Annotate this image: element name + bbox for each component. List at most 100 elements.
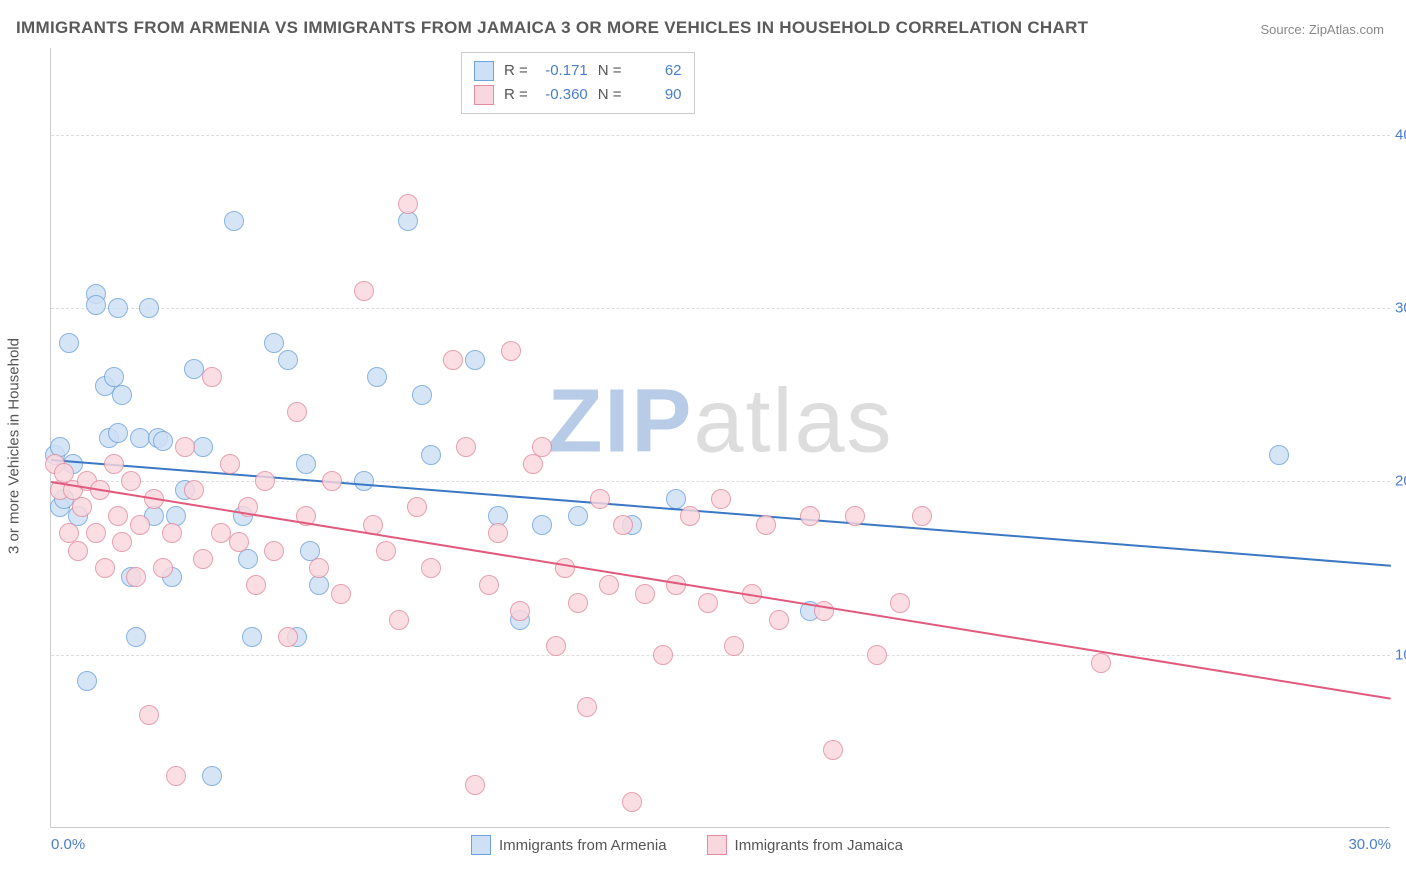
scatter-point [421, 558, 441, 578]
scatter-point [555, 558, 575, 578]
scatter-point [287, 402, 307, 422]
scatter-point [59, 333, 79, 353]
scatter-point [224, 211, 244, 231]
n-label: N = [598, 83, 622, 107]
gridline [51, 135, 1390, 136]
scatter-point [465, 350, 485, 370]
scatter-point [309, 575, 329, 595]
scatter-point [412, 385, 432, 405]
scatter-point [130, 515, 150, 535]
scatter-point [202, 766, 222, 786]
scatter-point [184, 480, 204, 500]
scatter-point [376, 541, 396, 561]
scatter-point [193, 549, 213, 569]
scatter-point [653, 645, 673, 665]
ytick-label: 30.0% [1395, 300, 1406, 317]
scatter-point [532, 515, 552, 535]
scatter-point [86, 523, 106, 543]
scatter-point [162, 523, 182, 543]
watermark-atlas: atlas [693, 371, 893, 471]
scatter-point [220, 454, 240, 474]
scatter-point [202, 367, 222, 387]
scatter-point [613, 515, 633, 535]
scatter-point [126, 627, 146, 647]
legend-label-jamaica: Immigrants from Jamaica [735, 837, 903, 854]
legend-item-jamaica: Immigrants from Jamaica [707, 835, 903, 855]
swatch-jamaica-icon [474, 85, 494, 105]
scatter-point [698, 593, 718, 613]
scatter-point [139, 705, 159, 725]
scatter-point [95, 558, 115, 578]
scatter-point [264, 333, 284, 353]
scatter-point [568, 506, 588, 526]
scatter-point [622, 792, 642, 812]
scatter-point [680, 506, 700, 526]
scatter-point [77, 671, 97, 691]
n-label: N = [598, 59, 622, 83]
r-value-armenia: -0.171 [538, 59, 588, 83]
n-value-armenia: 62 [632, 59, 682, 83]
ytick-label: 20.0% [1395, 473, 1406, 490]
scatter-point [246, 575, 266, 595]
ytick-label: 40.0% [1395, 126, 1406, 143]
scatter-point [121, 471, 141, 491]
scatter-point [354, 281, 374, 301]
scatter-point [568, 593, 588, 613]
n-value-jamaica: 90 [632, 83, 682, 107]
scatter-point [465, 775, 485, 795]
scatter-point [756, 515, 776, 535]
scatter-point [255, 471, 275, 491]
scatter-point [112, 385, 132, 405]
r-value-jamaica: -0.360 [538, 83, 588, 107]
scatter-point [912, 506, 932, 526]
source-label: Source: ZipAtlas.com [1260, 22, 1384, 37]
xtick-label: 30.0% [1348, 836, 1391, 853]
scatter-point [389, 610, 409, 630]
scatter-point [1269, 445, 1289, 465]
scatter-point [532, 437, 552, 457]
stats-legend-box: R = -0.171 N = 62 R = -0.360 N = 90 [461, 52, 695, 114]
scatter-point [139, 298, 159, 318]
scatter-point [501, 341, 521, 361]
scatter-point [443, 350, 463, 370]
scatter-point [296, 454, 316, 474]
scatter-point [309, 558, 329, 578]
scatter-point [488, 523, 508, 543]
ytick-label: 10.0% [1395, 646, 1406, 663]
scatter-point [456, 437, 476, 457]
scatter-point [108, 423, 128, 443]
stats-row-armenia: R = -0.171 N = 62 [474, 59, 682, 83]
chart-plot-area: ZIPatlas R = -0.171 N = 62 R = -0.360 N … [50, 48, 1390, 828]
scatter-point [153, 558, 173, 578]
xtick-label: 0.0% [51, 836, 85, 853]
scatter-point [635, 584, 655, 604]
stats-row-jamaica: R = -0.360 N = 90 [474, 83, 682, 107]
scatter-point [590, 489, 610, 509]
scatter-point [86, 295, 106, 315]
scatter-point [175, 437, 195, 457]
scatter-point [724, 636, 744, 656]
scatter-point [238, 549, 258, 569]
scatter-point [242, 627, 262, 647]
scatter-point [1091, 653, 1111, 673]
scatter-point [112, 532, 132, 552]
scatter-point [523, 454, 543, 474]
bottom-legend: Immigrants from Armenia Immigrants from … [471, 835, 903, 855]
scatter-point [278, 627, 298, 647]
y-axis-label: 3 or more Vehicles in Household [6, 338, 23, 554]
scatter-point [769, 610, 789, 630]
scatter-point [711, 489, 731, 509]
scatter-point [331, 584, 351, 604]
scatter-point [126, 567, 146, 587]
scatter-point [104, 454, 124, 474]
scatter-point [193, 437, 213, 457]
scatter-point [398, 194, 418, 214]
scatter-point [510, 601, 530, 621]
scatter-point [68, 541, 88, 561]
scatter-point [577, 697, 597, 717]
watermark: ZIPatlas [547, 370, 893, 473]
scatter-point [823, 740, 843, 760]
r-label: R = [504, 83, 528, 107]
watermark-zip: ZIP [547, 371, 693, 471]
gridline [51, 308, 1390, 309]
